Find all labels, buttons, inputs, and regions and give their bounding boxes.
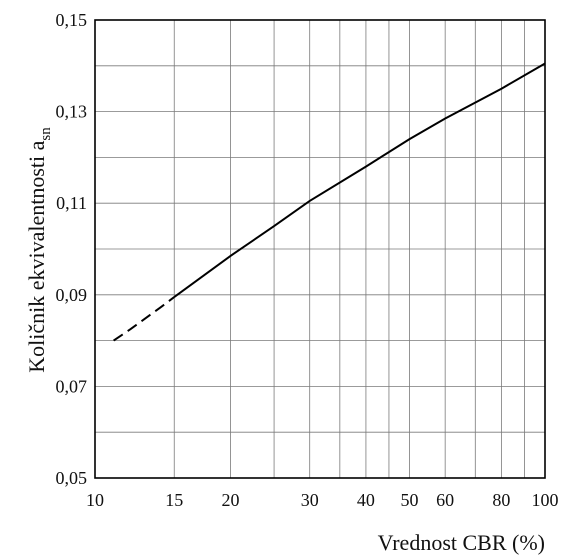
y-tick-label: 0,15 — [56, 10, 88, 30]
x-tick-label: 30 — [301, 490, 319, 510]
y-tick-label: 0,07 — [56, 376, 88, 396]
y-tick-label: 0,05 — [56, 468, 88, 488]
x-tick-label: 40 — [357, 490, 375, 510]
curve-dashed-segment — [113, 296, 175, 342]
x-tick-label: 80 — [492, 490, 510, 510]
x-tick-label: 15 — [165, 490, 183, 510]
y-tick-label: 0,11 — [56, 193, 87, 213]
y-axis-title: Količnik ekvivalentnosti asn — [24, 127, 54, 373]
curves — [113, 62, 546, 342]
y-tick-label: 0,09 — [56, 285, 88, 305]
y-tick-label: 0,13 — [56, 102, 88, 122]
plot-frame — [94, 19, 546, 479]
x-tick-label: 100 — [532, 490, 559, 510]
x-tick-labels: 10 15 20 30 40 50 60 80 100 — [86, 490, 559, 510]
y-tick-labels: 0,05 0,07 0,09 0,11 0,13 0,15 — [56, 10, 88, 488]
y-axis-title-main: Količnik ekvivalentnosti a — [24, 140, 49, 372]
curve-solid-segment — [173, 62, 546, 298]
x-axis-title: Vrednost CBR (%) — [378, 530, 545, 555]
grid — [94, 19, 546, 479]
x-tick-label: 60 — [436, 490, 454, 510]
x-tick-label: 10 — [86, 490, 104, 510]
y-axis-title-subscript: sn — [38, 127, 54, 141]
x-tick-label: 50 — [401, 490, 419, 510]
x-tick-label: 20 — [221, 490, 239, 510]
